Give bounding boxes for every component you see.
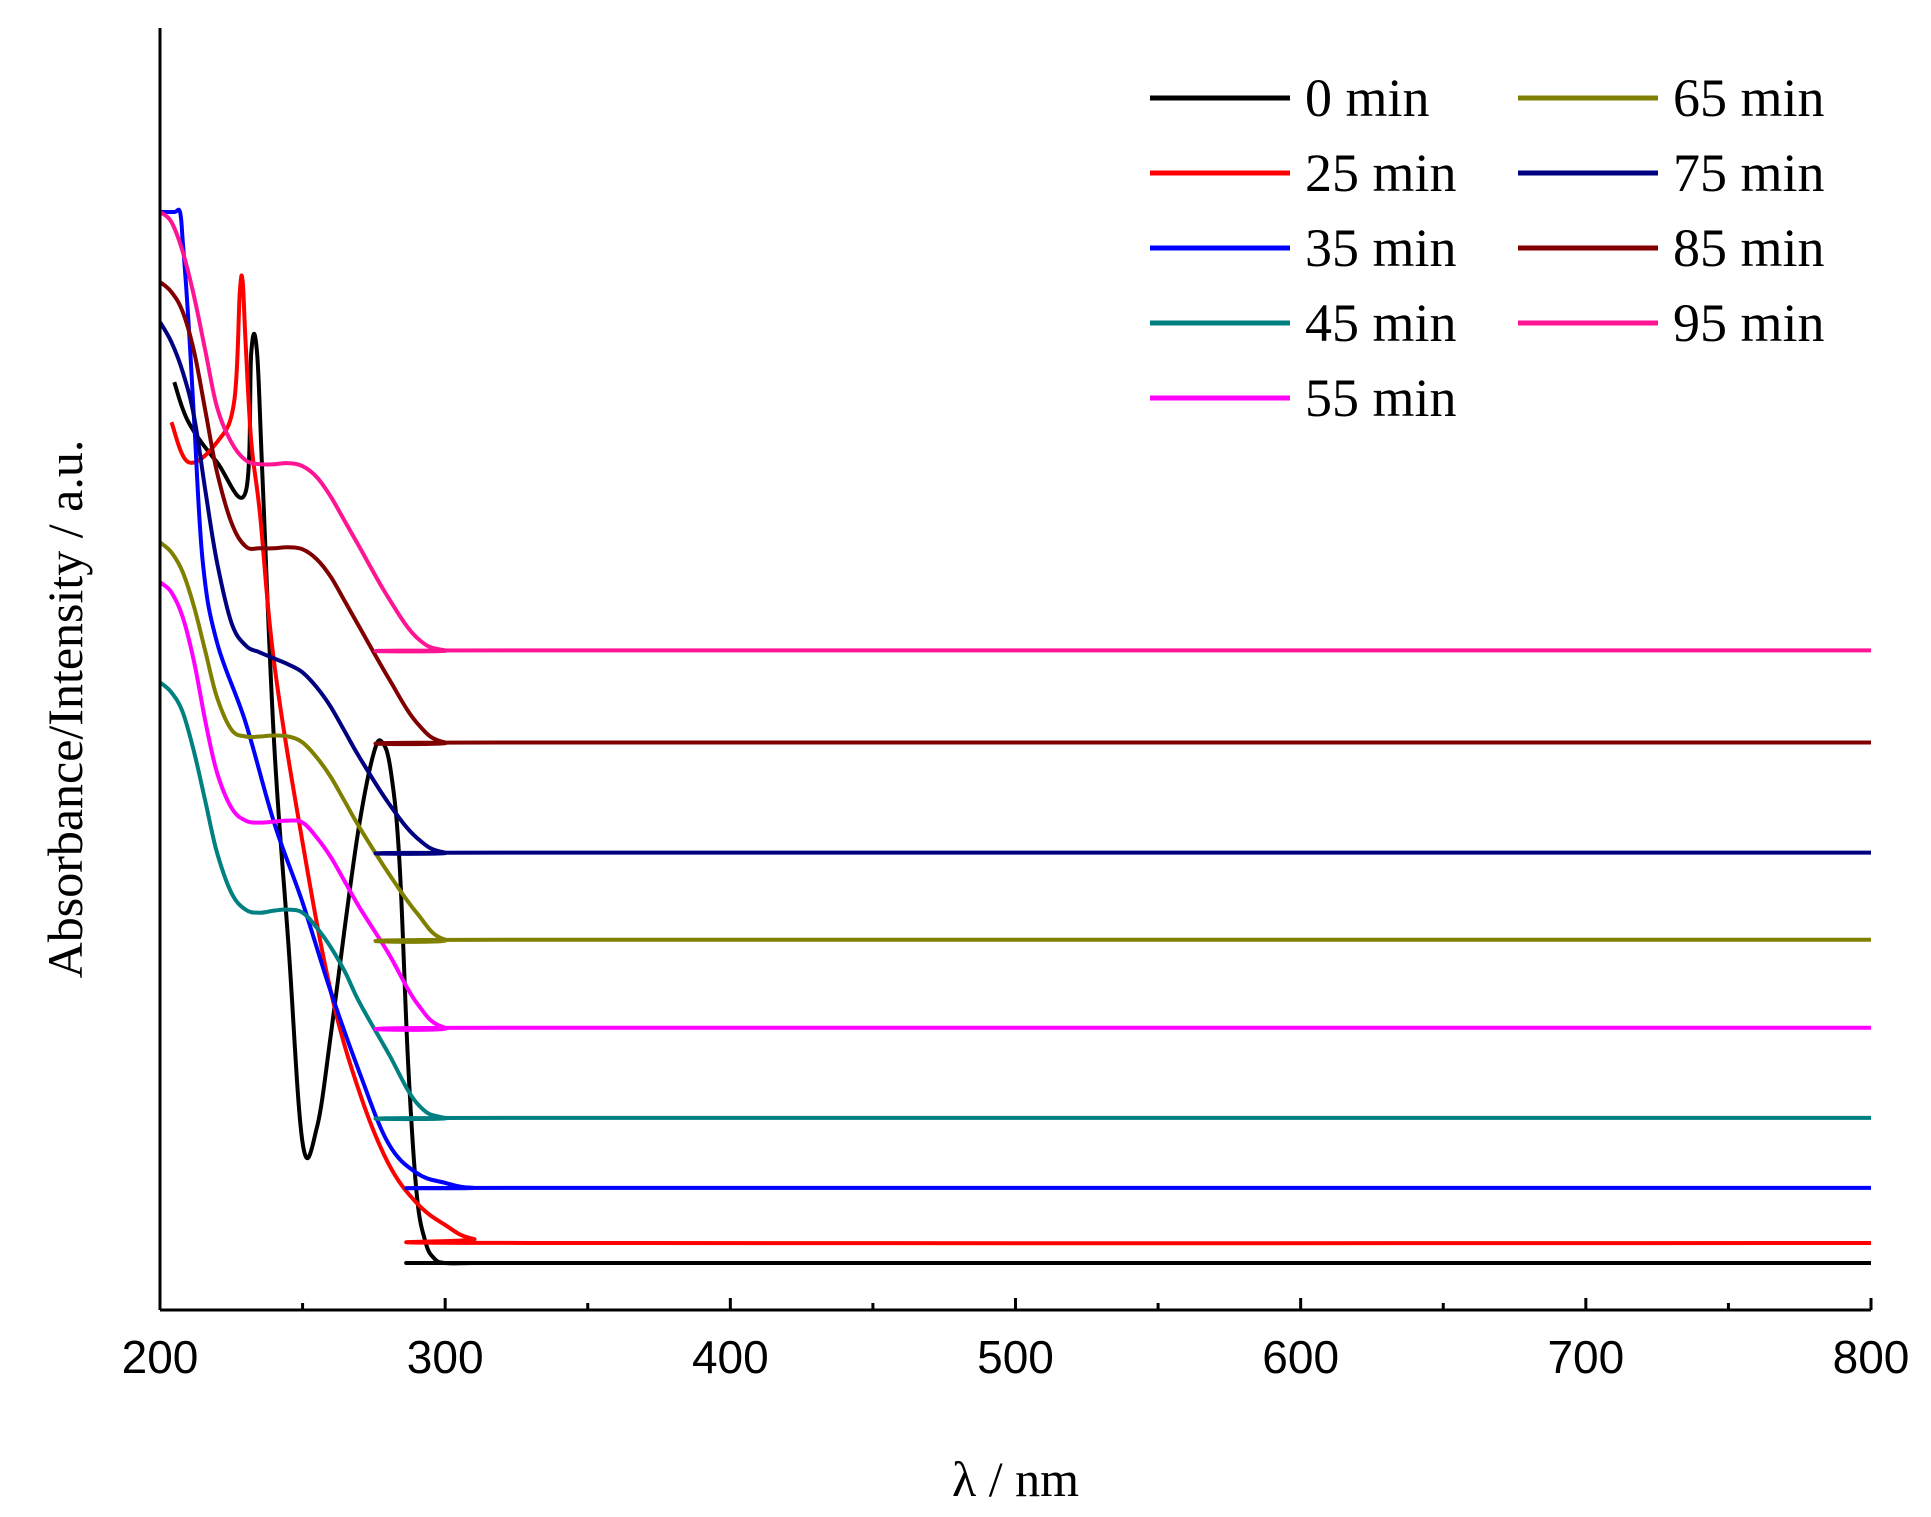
x-tick-label: 800 [1833,1331,1910,1383]
legend-label: 85 min [1673,218,1825,278]
series-line-25-min [169,273,1871,1246]
series-line-95-min [160,210,1871,654]
x-axis-title: λ / nm [952,1451,1079,1507]
series-line-45-min [160,680,1871,1122]
x-tick-label: 400 [692,1331,769,1383]
x-tick-label: 200 [122,1331,199,1383]
legend-label: 65 min [1673,68,1825,128]
legend-label: 25 min [1305,143,1457,203]
x-tick-label: 700 [1547,1331,1624,1383]
legend-label: 95 min [1673,293,1825,353]
series-line-65-min [160,540,1871,944]
axes-layer: 200 300 400 500 600 700 800 [122,28,1910,1383]
series-line-0-min [172,331,1871,1266]
series-line-75-min [160,321,1871,856]
x-tick-label: 600 [1262,1331,1339,1383]
legend-label: 75 min [1673,143,1825,203]
series-line-55-min [160,580,1871,1032]
x-tick-label: 300 [407,1331,484,1383]
legend-label: 55 min [1305,368,1457,428]
legend-label: 35 min [1305,218,1457,278]
legend: 0 min 25 min 35 min 45 min 55 min 65 min 75 mi… [1150,68,1825,428]
y-axis-title: Absorbance/Intensity / a.u. [37,440,93,979]
x-tick-label: 500 [977,1331,1054,1383]
series-line-85-min [160,280,1871,747]
legend-label: 0 min [1305,68,1430,128]
series-layer [160,207,1871,1266]
series-line-35-min [160,207,1871,1191]
legend-label: 45 min [1305,293,1457,353]
